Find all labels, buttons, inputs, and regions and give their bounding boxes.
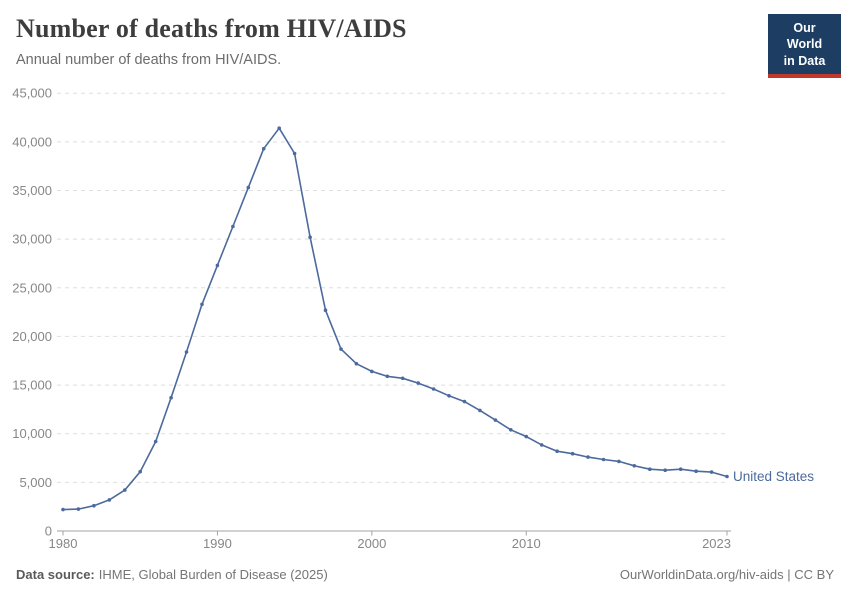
data-point[interactable]	[509, 428, 513, 432]
y-axis-tick-label: 15,000	[12, 378, 52, 393]
license-link[interactable]: OurWorldinData.org/hiv-aids | CC BY	[619, 567, 834, 582]
data-point[interactable]	[61, 507, 65, 512]
data-point[interactable]	[694, 469, 698, 474]
data-point[interactable]	[648, 467, 652, 472]
data-point[interactable]	[539, 443, 544, 447]
data-point[interactable]	[76, 507, 81, 511]
data-point[interactable]	[231, 224, 235, 229]
data-point[interactable]	[292, 151, 297, 156]
x-axis-tick-label: 2023	[702, 536, 731, 551]
x-axis-tick-label: 2000	[357, 536, 386, 551]
data-point[interactable]	[431, 387, 436, 391]
data-point[interactable]	[261, 146, 266, 151]
data-point[interactable]	[323, 308, 328, 313]
owid-logo-line2: in Data	[783, 53, 826, 68]
data-point[interactable]	[586, 455, 590, 459]
data-point[interactable]	[308, 235, 312, 239]
data-point[interactable]	[153, 439, 158, 444]
data-point[interactable]	[570, 451, 575, 456]
data-point[interactable]	[478, 408, 482, 413]
x-axis-tick-label: 1990	[203, 536, 232, 551]
data-point[interactable]	[617, 459, 621, 464]
data-point[interactable]	[416, 381, 421, 385]
data-point[interactable]	[138, 469, 142, 474]
owid-logo[interactable]: Our World in Data	[768, 14, 841, 78]
data-point[interactable]	[354, 361, 359, 366]
data-point[interactable]	[447, 394, 451, 398]
data-point[interactable]	[400, 376, 405, 381]
chart-footer: Data source: IHME, Global Burden of Disea…	[16, 567, 834, 582]
y-axis-tick-label: 0	[45, 524, 52, 539]
x-axis-tick-label: 1980	[49, 536, 78, 551]
data-point[interactable]	[524, 434, 529, 439]
y-axis-tick-label: 25,000	[12, 280, 52, 295]
page-title: Number of deaths from HIV/AIDS	[16, 14, 407, 43]
data-point[interactable]	[663, 468, 667, 473]
data-line[interactable]	[62, 127, 728, 511]
data-point[interactable]	[277, 126, 282, 130]
x-axis-tick-label: 2010	[512, 536, 541, 551]
data-point[interactable]	[169, 395, 173, 400]
data-point[interactable]	[123, 488, 127, 492]
data-point[interactable]	[385, 374, 390, 379]
data-point[interactable]	[246, 185, 251, 190]
y-axis-tick-label: 10,000	[12, 426, 52, 441]
data-point[interactable]	[632, 464, 637, 468]
y-axis-tick-label: 20,000	[12, 329, 52, 344]
page-subtitle: Annual number of deaths from HIV/AIDS.	[16, 52, 282, 68]
data-point[interactable]	[601, 457, 606, 462]
data-source-label: Data source:	[16, 567, 95, 582]
y-axis-tick-label: 45,000	[12, 86, 52, 101]
data-point[interactable]	[107, 498, 112, 502]
data-source-value: IHME, Global Burden of Disease (2025)	[98, 567, 328, 582]
owid-logo-line1: Our World	[786, 21, 823, 52]
data-point[interactable]	[493, 418, 498, 422]
data-point[interactable]	[370, 369, 374, 374]
data-point[interactable]	[200, 302, 204, 307]
series-end-label[interactable]: United States	[733, 469, 814, 484]
y-axis-tick-label: 40,000	[12, 134, 52, 149]
y-axis-tick-label: 35,000	[12, 183, 52, 198]
data-point[interactable]	[725, 474, 729, 479]
data-point[interactable]	[709, 470, 714, 474]
y-axis-tick-label: 30,000	[12, 232, 52, 247]
data-point[interactable]	[215, 263, 220, 268]
y-axis-tick-label: 5,000	[19, 475, 52, 490]
data-point[interactable]	[92, 503, 96, 508]
data-point[interactable]	[339, 347, 343, 351]
data-point[interactable]	[678, 467, 683, 472]
data-point[interactable]	[184, 350, 189, 354]
data-point[interactable]	[462, 399, 467, 404]
data-source-note: Data source: IHME, Global Burden of Disea…	[16, 567, 328, 582]
data-point[interactable]	[555, 449, 559, 454]
